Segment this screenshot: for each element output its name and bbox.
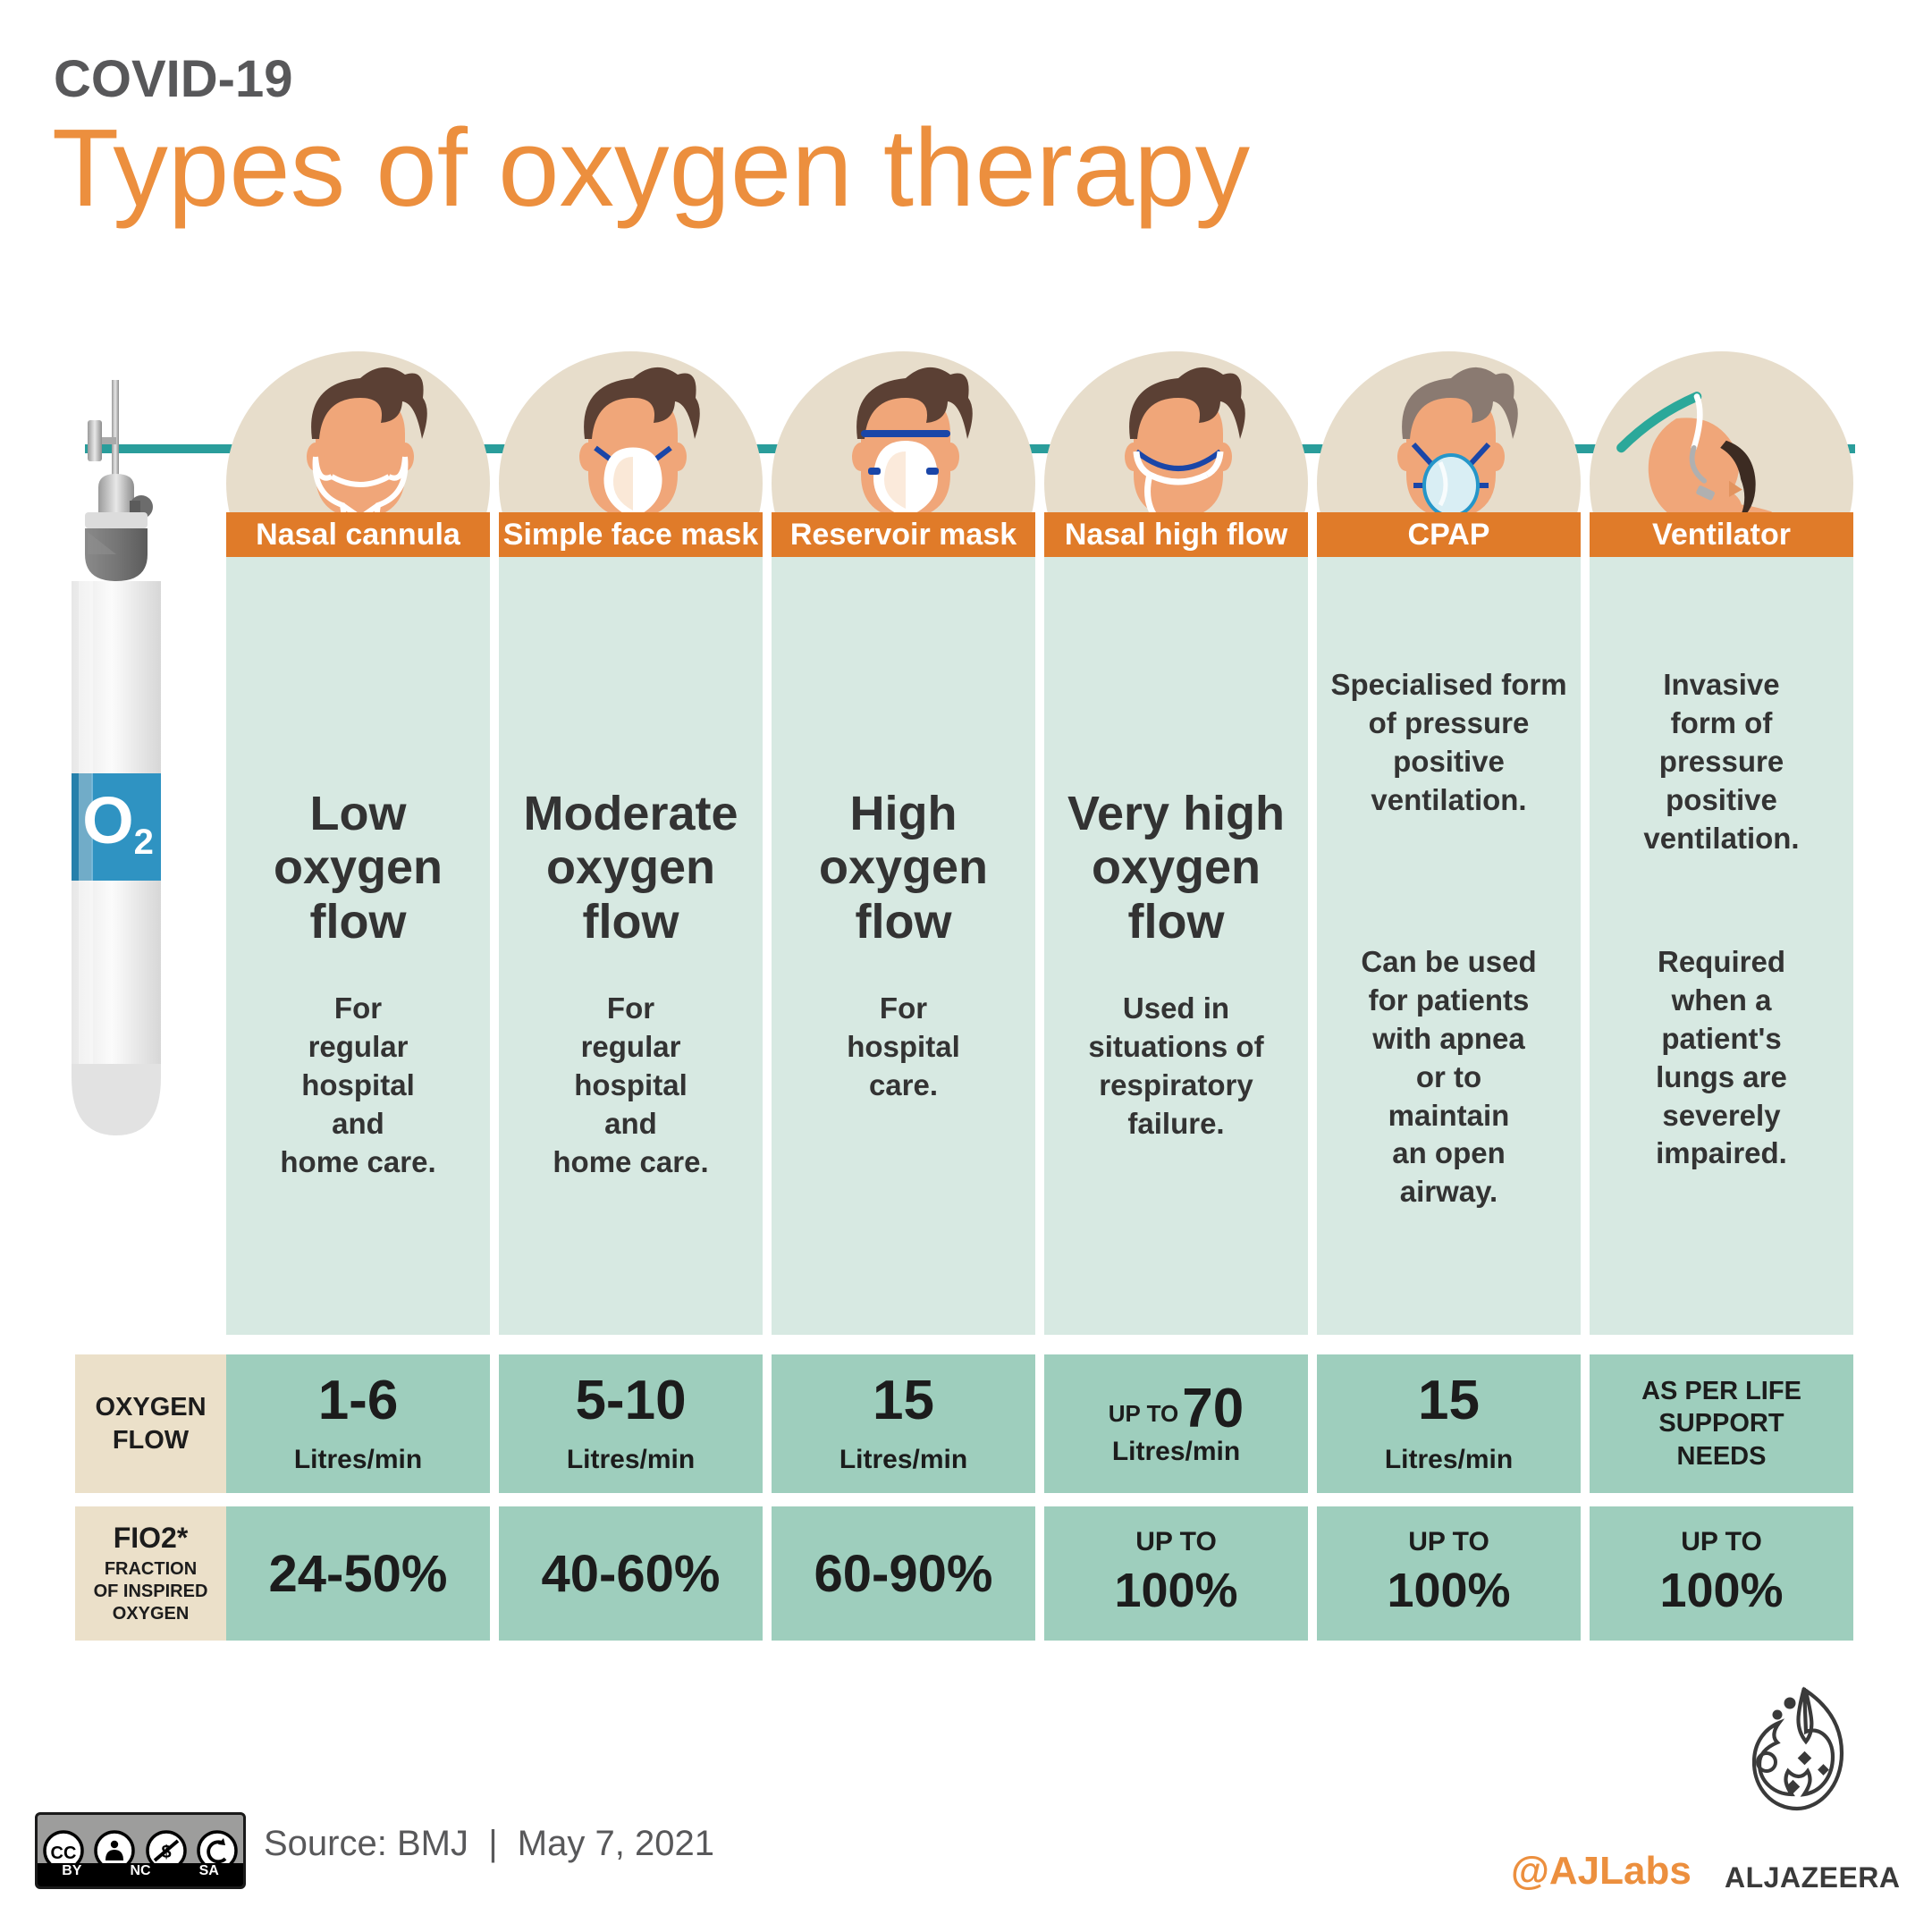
svg-text:CC: CC: [50, 1843, 76, 1863]
